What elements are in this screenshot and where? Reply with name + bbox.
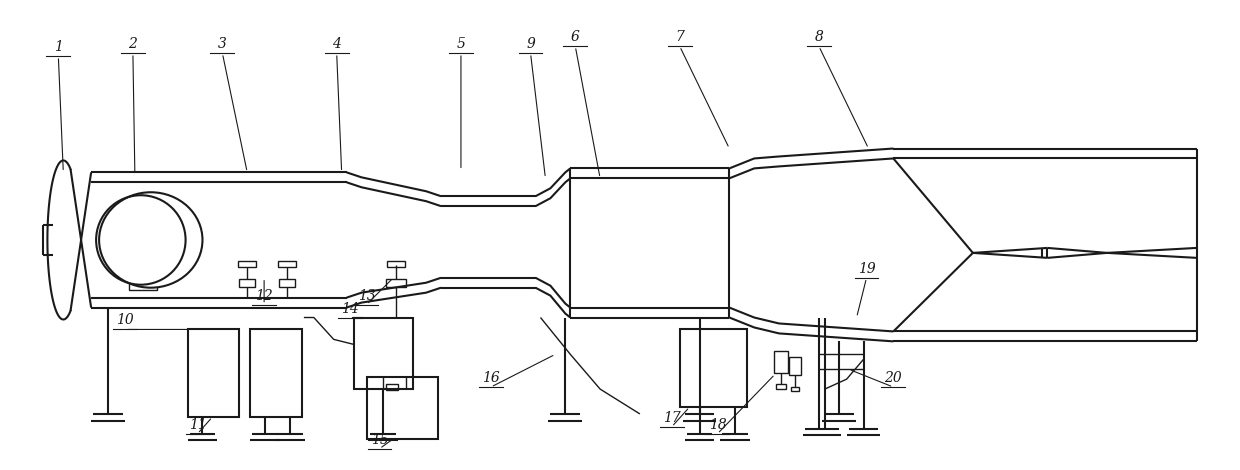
Bar [353, 318, 413, 389]
Text: 3: 3 [218, 37, 227, 51]
Bar [680, 329, 748, 407]
Text: 19: 19 [858, 262, 875, 276]
Bar [129, 226, 151, 254]
Text: 9: 9 [526, 37, 534, 51]
Bar [387, 384, 398, 390]
Text: 12: 12 [255, 289, 273, 303]
Text: 16: 16 [482, 371, 500, 385]
Text: 18: 18 [708, 418, 727, 432]
Bar [789, 357, 801, 375]
Text: 8: 8 [815, 30, 823, 44]
Bar [278, 261, 296, 267]
Bar [129, 268, 156, 290]
Text: 13: 13 [357, 289, 376, 303]
Text: 17: 17 [663, 411, 681, 425]
Text: 6: 6 [570, 30, 580, 44]
Text: 2: 2 [129, 37, 138, 51]
Bar [776, 384, 786, 389]
Bar [791, 387, 799, 391]
Bar [279, 279, 295, 287]
Text: 7: 7 [676, 30, 684, 44]
Text: 4: 4 [332, 37, 341, 51]
Text: 10: 10 [117, 313, 134, 328]
Text: 1: 1 [53, 40, 63, 54]
Text: 5: 5 [456, 37, 465, 51]
Bar [774, 351, 787, 373]
Bar [239, 279, 255, 287]
Bar [387, 279, 407, 287]
Bar [250, 329, 301, 417]
Bar [387, 261, 405, 267]
Text: 11: 11 [188, 418, 206, 432]
Text: 20: 20 [884, 371, 903, 385]
Text: 15: 15 [371, 433, 388, 447]
Bar [238, 261, 257, 267]
Text: 14: 14 [341, 302, 358, 315]
Bar [187, 329, 239, 417]
Bar [367, 377, 438, 439]
Ellipse shape [99, 192, 202, 288]
